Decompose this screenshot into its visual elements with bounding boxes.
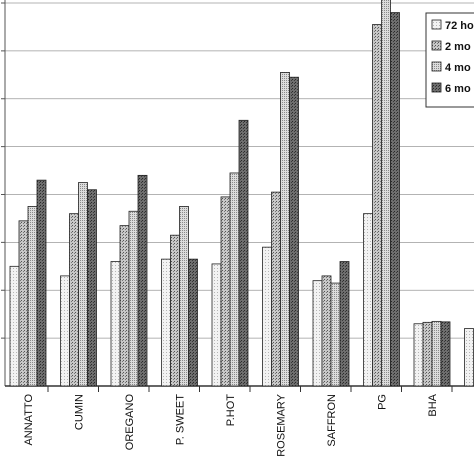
legend-swatch: [431, 40, 442, 51]
bar: [36, 179, 47, 387]
x-tick-label: CUMIN: [74, 394, 86, 430]
legend-label: 4 mo: [445, 62, 471, 74]
legend: 72 ho 2 mo 4 mo 6 mo: [425, 12, 474, 108]
bar: [137, 174, 148, 387]
bar: [440, 321, 451, 387]
bar: [431, 320, 442, 387]
x-tick-labels: ANNATTO CUMIN OREGANO P. SWEET P.HOT ROSEMARY…: [23, 393, 439, 456]
bar: [271, 191, 281, 387]
x-tick-label: OREGANO: [124, 394, 136, 451]
bar: [464, 328, 474, 387]
bar: [289, 76, 299, 387]
bars: [9, 0, 474, 392]
x-tick-label: P.HOT: [225, 394, 237, 426]
bar: [161, 258, 171, 387]
bar: [220, 196, 231, 387]
bar: [170, 234, 180, 387]
legend-label: 6 mo: [445, 83, 471, 95]
bar: [372, 24, 382, 387]
bar: [330, 282, 341, 387]
bar: [262, 246, 272, 387]
x-tick-label: PG: [377, 394, 389, 410]
bar: [280, 72, 290, 387]
bar: [119, 225, 130, 387]
x-tick-label: BHA: [427, 393, 439, 416]
x-tick-label: ANNATTO: [23, 394, 35, 446]
bar: [422, 321, 433, 387]
bar: [60, 275, 70, 387]
legend-swatch: [431, 19, 442, 30]
bar: [110, 261, 121, 387]
x-tick-label: SAFFRON: [326, 394, 338, 447]
legend-swatch: [431, 82, 442, 93]
bar: [238, 119, 249, 387]
bar: [69, 213, 79, 387]
bar: [390, 12, 400, 387]
x-tick-label: P. SWEET: [175, 394, 187, 445]
legend-swatch: [431, 61, 442, 72]
bar: [9, 265, 20, 387]
legend-label: 2 mo: [445, 41, 471, 53]
bar: [381, 0, 391, 387]
bar: [363, 213, 373, 387]
bar: [87, 189, 97, 387]
bar: [321, 275, 332, 387]
bar: [27, 206, 38, 387]
bar: [413, 323, 424, 387]
legend-label: 72 ho: [445, 20, 474, 32]
bar: [312, 280, 323, 387]
bar: [211, 263, 222, 387]
bar: [18, 220, 29, 387]
bar: [179, 206, 189, 387]
bar: [128, 210, 139, 387]
x-tick-label: ROSEMARY: [276, 393, 288, 456]
bar: [339, 261, 350, 387]
bar: [78, 182, 88, 387]
bar: [188, 258, 198, 387]
bar: [229, 172, 240, 387]
